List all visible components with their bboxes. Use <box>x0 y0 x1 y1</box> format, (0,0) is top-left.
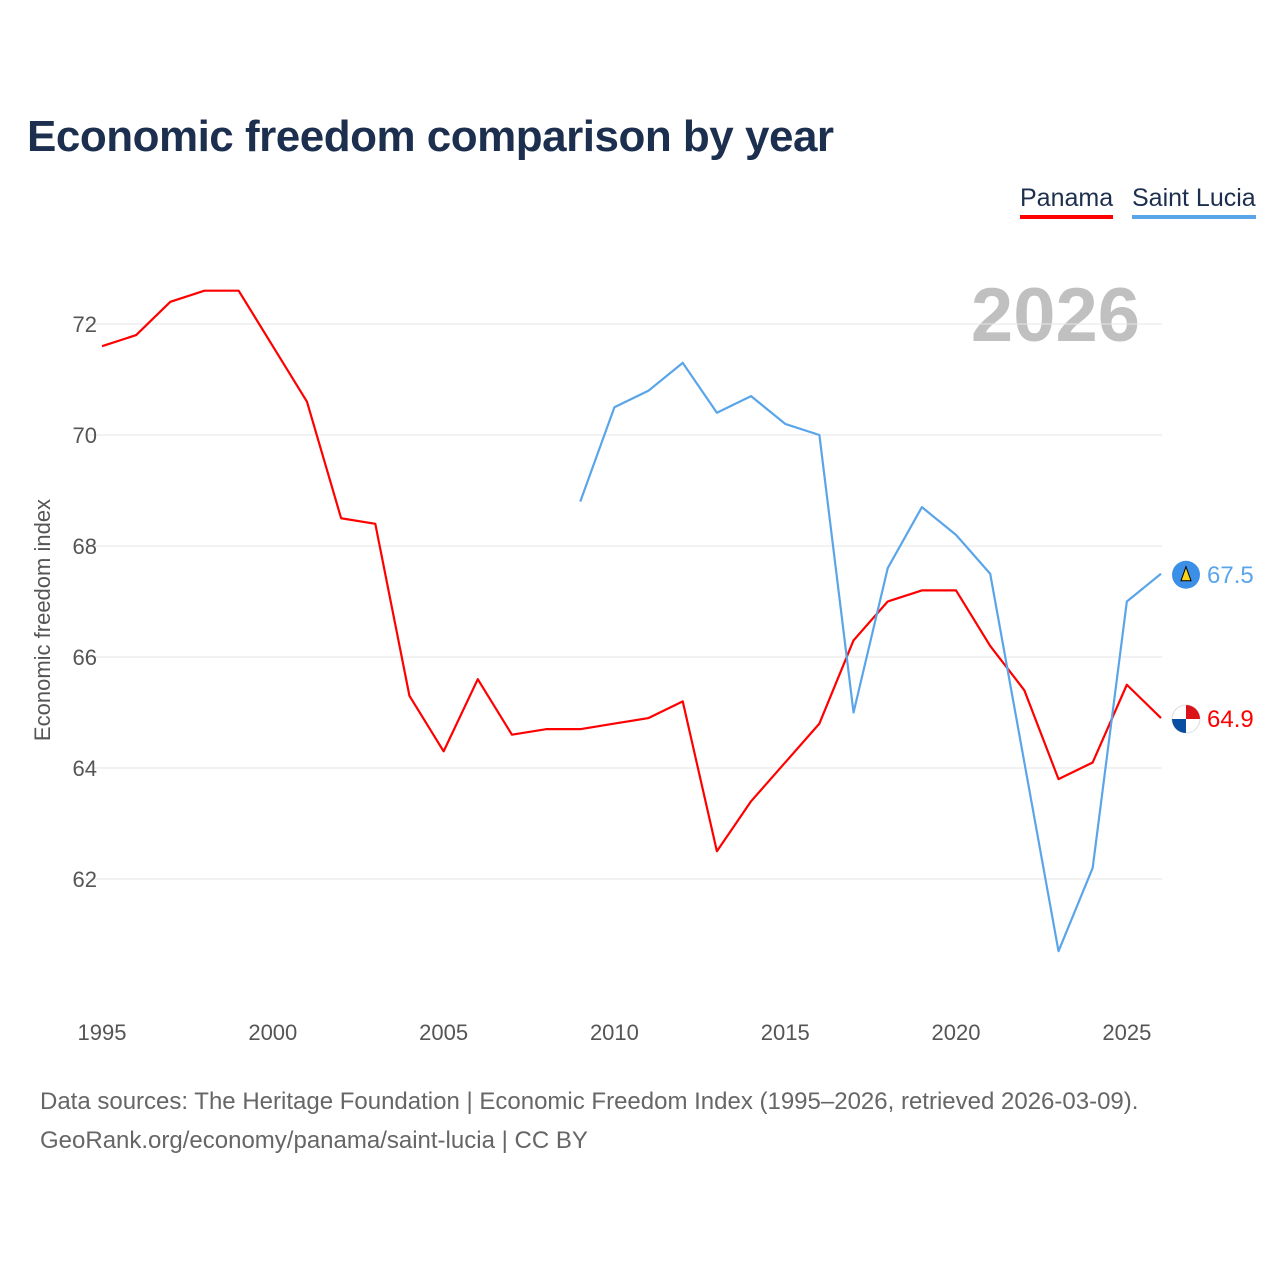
footer-sources: Data sources: The Heritage Foundation | … <box>40 1088 1139 1115</box>
end-value-label: 67.5 <box>1207 562 1254 589</box>
x-tick-label: 2005 <box>419 1020 468 1045</box>
y-tick-label: 70 <box>73 423 97 448</box>
current-year-label: 2026 <box>970 273 1140 358</box>
end-value-label: 64.9 <box>1207 706 1254 733</box>
series-line-saint-lucia <box>579 361 1162 953</box>
x-tick-label: 2010 <box>590 1020 639 1045</box>
legend-saint-lucia[interactable]: Saint Lucia <box>1132 184 1256 219</box>
saint-lucia-flag-icon <box>1180 565 1192 582</box>
series-line-panama <box>101 289 1162 853</box>
legend-panama[interactable]: Panama <box>1020 184 1114 219</box>
x-tick-label: 2015 <box>761 1020 810 1045</box>
y-tick-label: 72 <box>73 312 97 337</box>
x-tick-label: 2000 <box>248 1020 297 1045</box>
chart-title: Economic freedom comparison by year <box>27 112 834 161</box>
footer-link[interactable]: GeoRank.org/economy/panama/saint-lucia |… <box>40 1127 588 1154</box>
x-tick-label: 1995 <box>78 1020 127 1045</box>
panama-flag-icon <box>1186 705 1200 720</box>
y-tick-label: 64 <box>73 756 97 781</box>
panama-flag-icon <box>1172 719 1186 734</box>
x-tick-label: 2020 <box>932 1020 981 1045</box>
y-tick-label: 68 <box>73 534 97 559</box>
y-tick-label: 66 <box>73 645 97 670</box>
x-tick-label: 2025 <box>1102 1020 1151 1045</box>
y-tick-label: 62 <box>73 867 97 892</box>
